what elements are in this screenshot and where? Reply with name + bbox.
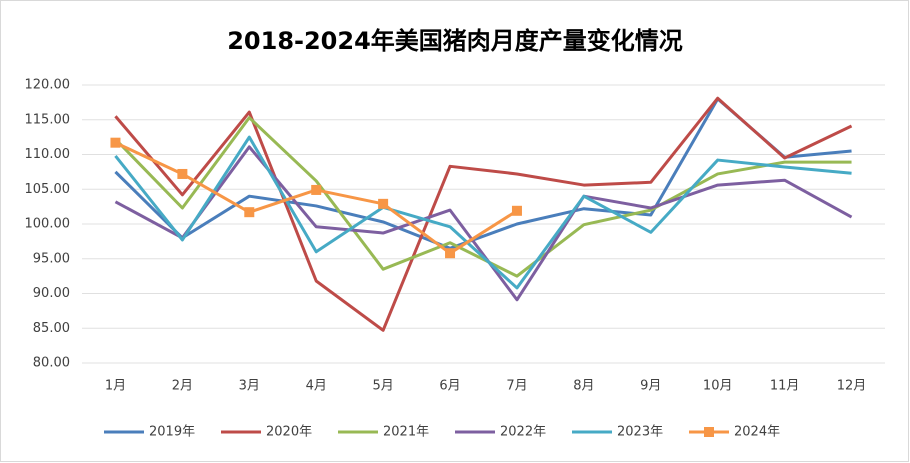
x-tick-label: 9月 [640, 379, 661, 394]
series-line [114, 96, 853, 332]
series-line [114, 116, 852, 278]
x-tick-label: 11月 [770, 379, 800, 394]
y-tick-label: 110.00 [25, 147, 71, 162]
x-tick-label: 5月 [372, 379, 393, 394]
y-tick-label: 90.00 [33, 286, 70, 301]
series-line [114, 145, 853, 302]
legend-label: 2020年 [266, 425, 312, 440]
y-tick-label: 115.00 [25, 112, 71, 127]
marker [177, 168, 188, 179]
legend-marker [704, 427, 714, 437]
x-tick-label: 7月 [506, 379, 527, 394]
x-tick-label: 10月 [703, 379, 733, 394]
y-tick-label: 105.00 [25, 182, 71, 197]
y-tick-label: 95.00 [33, 251, 70, 266]
marker [445, 248, 456, 259]
marker [311, 184, 322, 195]
legend-label: 2021年 [383, 425, 429, 440]
x-tick-label: 3月 [239, 379, 260, 394]
marker [244, 207, 255, 218]
legend-label: 2019年 [149, 425, 195, 440]
legend-label: 2022年 [500, 425, 546, 440]
x-tick-label: 4月 [306, 379, 327, 394]
x-tick-label: 2月 [172, 379, 193, 394]
y-tick-label: 100.00 [25, 217, 71, 232]
x-tick-label: 1月 [105, 379, 126, 394]
x-tick-label: 6月 [439, 379, 460, 394]
y-tick-label: 85.00 [33, 321, 70, 336]
series-line [114, 135, 852, 290]
chart-title: 2018-2024年美国猪肉月度产量变化情况 [227, 27, 683, 55]
legend-label: 2023年 [617, 425, 663, 440]
x-tick-label: 12月 [837, 379, 867, 394]
marker [378, 198, 389, 209]
legend-label: 2024年 [734, 425, 780, 440]
marker [110, 137, 121, 148]
y-tick-label: 120.00 [25, 78, 71, 93]
marker [511, 205, 522, 216]
x-tick-label: 8月 [573, 379, 594, 394]
y-tick-label: 80.00 [33, 356, 70, 371]
